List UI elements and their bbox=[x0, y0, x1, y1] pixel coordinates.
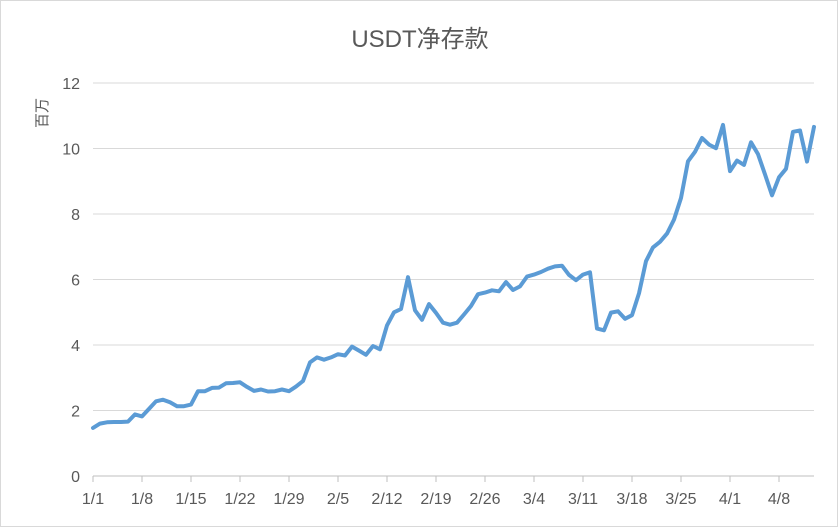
y-tick-label: 12 bbox=[62, 76, 80, 93]
x-tick-label: 2/12 bbox=[371, 491, 402, 508]
y-tick-label: 8 bbox=[71, 207, 80, 224]
x-tick-label: 1/22 bbox=[224, 491, 255, 508]
chart-title: USDT净存款 bbox=[351, 26, 488, 53]
y-tick-label: 4 bbox=[71, 338, 80, 355]
y-tick-label: 2 bbox=[71, 404, 80, 421]
x-tick-label: 3/4 bbox=[523, 491, 545, 508]
series-line bbox=[91, 122, 816, 430]
y-tick-label: 10 bbox=[62, 142, 80, 159]
x-tick-label: 2/19 bbox=[420, 491, 451, 508]
y-tick-labels: 0 2 4 6 8 10 12 bbox=[62, 76, 80, 486]
x-axis: 1/1 1/8 1/15 1/22 1/29 2/5 2/12 2/19 2/26 3/4 3/11… bbox=[82, 475, 814, 508]
x-tick-label: 4/1 bbox=[719, 491, 741, 508]
x-tick-label: 1/29 bbox=[273, 491, 304, 508]
x-tick-label: 2/5 bbox=[327, 491, 349, 508]
x-tick-label: 3/11 bbox=[568, 491, 598, 508]
x-tick-label: 3/25 bbox=[665, 491, 696, 508]
x-tick-label: 2/26 bbox=[469, 491, 500, 508]
x-tick-label: 4/8 bbox=[768, 491, 790, 508]
x-tick-label: 1/1 bbox=[82, 491, 104, 508]
x-tick-label: 1/15 bbox=[175, 491, 206, 508]
series-layer bbox=[91, 122, 816, 430]
gridlines bbox=[93, 82, 814, 411]
x-tick-label: 3/18 bbox=[616, 491, 647, 508]
x-tick-label: 1/8 bbox=[131, 491, 153, 508]
y-tick-label: 0 bbox=[71, 469, 80, 486]
y-axis-label: 百万 bbox=[34, 98, 51, 128]
y-tick-label: 6 bbox=[71, 273, 80, 290]
